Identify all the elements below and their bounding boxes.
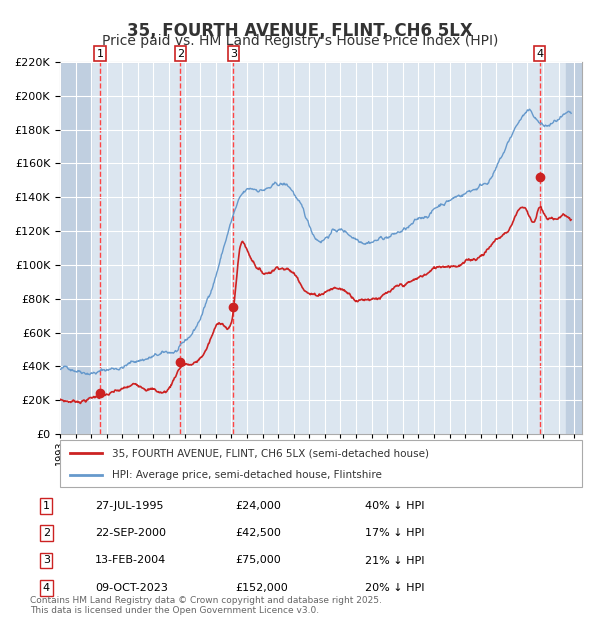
Text: £42,500: £42,500 xyxy=(235,528,281,538)
Text: Price paid vs. HM Land Registry's House Price Index (HPI): Price paid vs. HM Land Registry's House … xyxy=(102,34,498,48)
Text: 1: 1 xyxy=(43,501,50,511)
Text: £24,000: £24,000 xyxy=(235,501,281,511)
Text: 35, FOURTH AVENUE, FLINT, CH6 5LX (semi-detached house): 35, FOURTH AVENUE, FLINT, CH6 5LX (semi-… xyxy=(112,448,429,458)
Text: Contains HM Land Registry data © Crown copyright and database right 2025.
This d: Contains HM Land Registry data © Crown c… xyxy=(30,596,382,615)
Text: £75,000: £75,000 xyxy=(235,556,281,565)
Text: 35, FOURTH AVENUE, FLINT, CH6 5LX: 35, FOURTH AVENUE, FLINT, CH6 5LX xyxy=(127,22,473,40)
Bar xyxy=(60,62,91,434)
Text: £152,000: £152,000 xyxy=(235,583,288,593)
Text: 4: 4 xyxy=(536,48,543,59)
Bar xyxy=(566,62,582,434)
Text: 21% ↓ HPI: 21% ↓ HPI xyxy=(365,556,424,565)
Text: 2: 2 xyxy=(43,528,50,538)
Text: 27-JUL-1995: 27-JUL-1995 xyxy=(95,501,163,511)
FancyBboxPatch shape xyxy=(60,440,582,487)
Text: 40% ↓ HPI: 40% ↓ HPI xyxy=(365,501,424,511)
Text: 3: 3 xyxy=(43,556,50,565)
Text: 20% ↓ HPI: 20% ↓ HPI xyxy=(365,583,424,593)
Text: 1: 1 xyxy=(97,48,104,59)
Text: 17% ↓ HPI: 17% ↓ HPI xyxy=(365,528,424,538)
Text: HPI: Average price, semi-detached house, Flintshire: HPI: Average price, semi-detached house,… xyxy=(112,470,382,480)
Text: 09-OCT-2023: 09-OCT-2023 xyxy=(95,583,167,593)
Text: 22-SEP-2000: 22-SEP-2000 xyxy=(95,528,166,538)
Text: 3: 3 xyxy=(230,48,237,59)
Text: 13-FEB-2004: 13-FEB-2004 xyxy=(95,556,166,565)
Text: 2: 2 xyxy=(177,48,184,59)
Text: 4: 4 xyxy=(43,583,50,593)
